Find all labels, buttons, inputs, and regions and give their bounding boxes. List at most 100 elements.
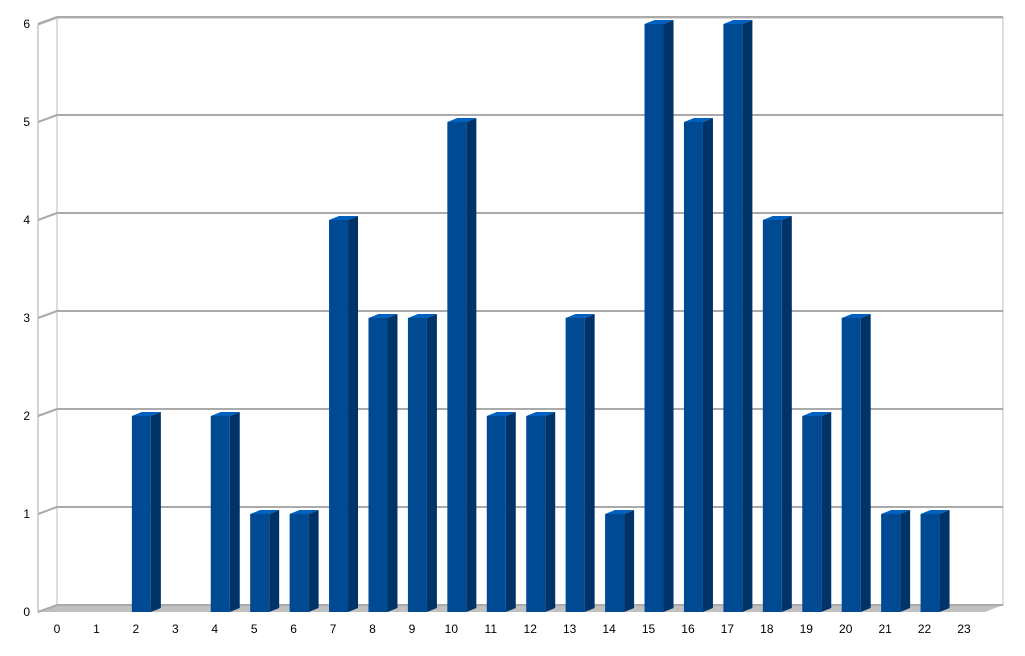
x-tick-label: 18 — [760, 622, 774, 636]
bar-side — [624, 510, 635, 612]
bar-top — [841, 314, 871, 318]
x-tick-label: 14 — [602, 622, 616, 636]
bar-front — [526, 416, 546, 612]
x-tick-label: 17 — [721, 622, 735, 636]
bar — [407, 314, 437, 612]
bar-front — [447, 122, 467, 612]
bar-side — [466, 118, 477, 612]
x-tick-label: 8 — [369, 622, 376, 636]
grid-line — [37, 114, 1003, 123]
bar-front — [565, 318, 585, 612]
y-tick-label: 6 — [23, 17, 30, 31]
x-tick-label: 21 — [878, 622, 892, 636]
bar-top — [329, 216, 359, 220]
bar — [762, 216, 792, 612]
x-tick-label: 15 — [642, 622, 656, 636]
bar-top — [723, 20, 753, 24]
bar-front — [605, 514, 625, 612]
bar — [683, 118, 713, 612]
bar-side — [742, 20, 753, 612]
bar-side — [939, 510, 950, 612]
bar-top — [250, 510, 280, 514]
x-tick-label: 23 — [957, 622, 971, 636]
bar-top — [526, 412, 556, 416]
bar — [526, 412, 556, 612]
x-tick-label: 9 — [409, 622, 416, 636]
x-tick-label: 7 — [330, 622, 337, 636]
x-tick-label: 0 — [54, 622, 61, 636]
bar — [920, 510, 950, 612]
bar-top — [131, 412, 161, 416]
bar-side — [584, 314, 595, 612]
y-tick-label: 1 — [23, 507, 30, 521]
x-tick-label: 13 — [563, 622, 577, 636]
bar — [802, 412, 832, 612]
bar-front — [920, 514, 940, 612]
x-tick-label: 6 — [290, 622, 297, 636]
bar-top — [920, 510, 950, 514]
bar — [565, 314, 595, 612]
bar-top — [605, 510, 635, 514]
x-tick-label: 3 — [172, 622, 179, 636]
bar-side — [860, 314, 871, 612]
x-tick-label: 19 — [800, 622, 814, 636]
bar-top — [407, 314, 437, 318]
bar-front — [407, 318, 427, 612]
bar-front — [841, 318, 861, 612]
bar-front — [210, 416, 230, 612]
bar — [644, 20, 674, 612]
bar — [605, 510, 635, 612]
bar-side — [702, 118, 713, 612]
bar — [210, 412, 240, 612]
bar-front — [131, 416, 151, 612]
bar-side — [426, 314, 437, 612]
x-tick-label: 5 — [251, 622, 258, 636]
bar-side — [663, 20, 674, 612]
x-tick-label: 2 — [133, 622, 140, 636]
bar-front — [329, 220, 349, 612]
floor — [38, 605, 1003, 612]
bar — [841, 314, 871, 612]
bar — [723, 20, 753, 612]
bar-front — [644, 24, 664, 612]
bar-front — [683, 122, 703, 612]
bar-side — [505, 412, 516, 612]
bar-front — [486, 416, 506, 612]
bar-top — [683, 118, 713, 122]
x-tick-label: 20 — [839, 622, 853, 636]
y-tick-label: 3 — [23, 311, 30, 325]
x-tick-label: 16 — [681, 622, 695, 636]
bar — [250, 510, 280, 612]
x-tick-label: 1 — [93, 622, 100, 636]
bar — [486, 412, 516, 612]
bar — [131, 412, 161, 612]
bar — [881, 510, 911, 612]
x-tick-label: 22 — [918, 622, 932, 636]
y-tick-label: 5 — [23, 115, 30, 129]
x-tick-label: 4 — [211, 622, 218, 636]
bar-top — [289, 510, 319, 514]
bar-top — [802, 412, 832, 416]
bar-front — [250, 514, 270, 612]
bar-side — [269, 510, 280, 612]
x-tick-label: 12 — [524, 622, 538, 636]
bar-top — [565, 314, 595, 318]
bar-front — [802, 416, 822, 612]
bar-side — [781, 216, 792, 612]
bar-side — [150, 412, 161, 612]
bar-top — [447, 118, 477, 122]
bar-top — [368, 314, 398, 318]
bar-front — [289, 514, 309, 612]
bar-side — [308, 510, 319, 612]
grid-line — [37, 16, 1003, 25]
bar-top — [644, 20, 674, 24]
bar-top — [881, 510, 911, 514]
bar — [329, 216, 359, 612]
y-tick-label: 0 — [23, 605, 30, 619]
bar-side — [821, 412, 832, 612]
bar-side — [545, 412, 556, 612]
bar-top — [762, 216, 792, 220]
bar-front — [762, 220, 782, 612]
